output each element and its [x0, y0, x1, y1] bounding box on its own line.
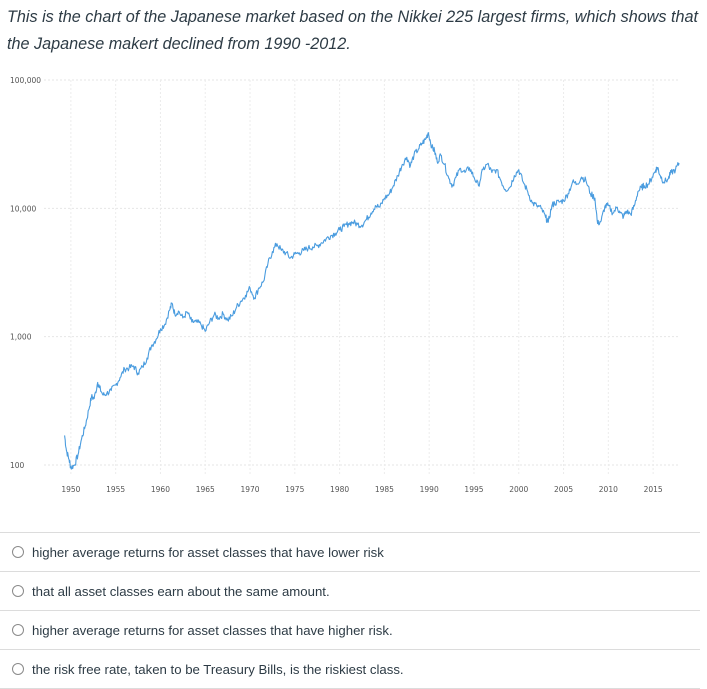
radio-button[interactable]: [12, 546, 24, 558]
x-axis-ticks: 1950 1955 1960 1965 1970 1975 1980 1985 1990 1995…: [61, 485, 663, 494]
x-tick-label: 1955: [106, 485, 125, 494]
x-tick-label: 2015: [644, 485, 663, 494]
x-tick-label: 2000: [509, 485, 528, 494]
series-line: [64, 132, 680, 470]
radio-button[interactable]: [12, 663, 24, 675]
option-higher-risk[interactable]: higher average returns for asset classes…: [0, 610, 700, 649]
option-label: higher average returns for asset classes…: [32, 544, 384, 560]
option-same-amount[interactable]: that all asset classes earn about the sa…: [0, 571, 700, 610]
option-label: the risk free rate, taken to be Treasury…: [32, 661, 404, 677]
radio-button[interactable]: [12, 624, 24, 636]
question-text: This is the chart of the Japanese market…: [7, 8, 699, 53]
option-label: that all asset classes earn about the sa…: [32, 583, 330, 599]
x-tick-label: 1965: [196, 485, 215, 494]
x-tick-label: 1990: [420, 485, 439, 494]
answer-options: higher average returns for asset classes…: [0, 532, 700, 689]
y-tick-label: 1,000: [10, 333, 32, 342]
y-tick-label: 100,000: [10, 76, 41, 85]
x-tick-label: 1975: [285, 485, 304, 494]
y-axis-ticks: 100 1,000 10,000 100,000: [10, 76, 41, 470]
x-tick-label: 1980: [330, 485, 349, 494]
option-risk-free-riskiest[interactable]: the risk free rate, taken to be Treasury…: [0, 649, 700, 689]
option-lower-risk[interactable]: higher average returns for asset classes…: [0, 532, 700, 571]
x-tick-label: 1985: [375, 485, 394, 494]
y-tick-label: 10,000: [10, 204, 36, 213]
chart-grid: [44, 79, 680, 474]
x-tick-label: 1995: [464, 485, 483, 494]
x-tick-label: 2005: [554, 485, 573, 494]
x-tick-label: 1960: [151, 485, 170, 494]
x-tick-label: 1970: [240, 485, 259, 494]
radio-button[interactable]: [12, 585, 24, 597]
option-label: higher average returns for asset classes…: [32, 622, 393, 638]
x-tick-label: 2010: [599, 485, 618, 494]
y-tick-label: 100: [10, 461, 25, 470]
x-tick-label: 1950: [61, 485, 80, 494]
